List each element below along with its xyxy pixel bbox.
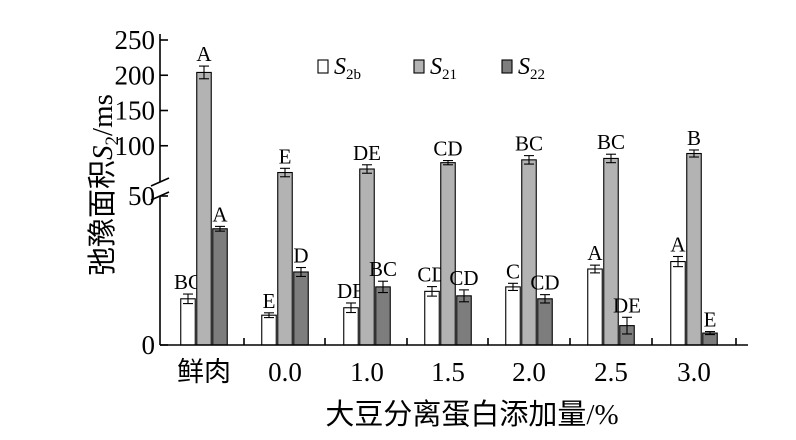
bar-s2b-2 [343, 307, 359, 346]
bar-s2b-0 [180, 298, 196, 346]
sig-label: BC [369, 257, 397, 281]
sig-label: BC [515, 132, 543, 156]
legend-label-s2b: S2b [334, 54, 361, 83]
bar-s21-6 [686, 152, 702, 346]
legend-label-s22: S22 [518, 54, 545, 83]
y-tick-label: 0 [142, 330, 156, 360]
sig-label: B [687, 126, 701, 150]
bar-s2b-5 [587, 268, 603, 346]
bar-s22-4 [537, 298, 553, 346]
x-tick-label: 1.5 [431, 357, 465, 387]
legend-swatch-s22 [501, 59, 513, 74]
y-tick-label: 100 [115, 131, 156, 161]
x-tick-label: 鲜肉 [177, 357, 231, 387]
legend-label-s21: S21 [430, 54, 457, 83]
bar-s21-3 [440, 162, 456, 346]
x-tick-label: 2.0 [512, 357, 546, 387]
bar-s2b-4 [505, 286, 521, 346]
sig-label: CD [530, 271, 559, 295]
y-tick-label: 200 [115, 60, 156, 90]
sig-label: BC [597, 130, 625, 154]
bar-s22-3 [456, 295, 472, 346]
bar-s2b-3 [424, 290, 440, 346]
bar-s21-0 [196, 71, 212, 346]
y-tick-label: 250 [115, 25, 156, 55]
y-axis-label: 弛豫面积S2/ms [86, 94, 123, 276]
sig-label: A [212, 202, 228, 226]
x-tick-label: 0.0 [268, 357, 302, 387]
x-tick-label: 1.0 [350, 357, 384, 387]
bar-s2b-6 [670, 261, 686, 346]
bar-s2b-1 [261, 314, 277, 346]
sig-label: A [587, 241, 603, 265]
sig-label: DE [613, 293, 641, 317]
sig-label: DE [353, 141, 381, 165]
sig-label: E [704, 308, 717, 332]
sig-label: C [506, 259, 520, 283]
axis-break-mark [150, 177, 170, 187]
y-tick-label: 50 [128, 181, 155, 211]
legend: S2b S21 S22 [317, 54, 545, 83]
x-tick-label: 3.0 [677, 357, 711, 387]
axes-layer: 50 100 150 200 250 0 鲜肉 0.0 1.0 1.5 2.0 2.5 3.0 [115, 25, 748, 387]
sig-label: E [279, 144, 292, 168]
bar-s21-1 [277, 171, 293, 346]
x-tick-label: 2.5 [594, 357, 628, 387]
sig-label: A [196, 42, 212, 66]
x-axis-label: 大豆分离蛋白添加量/% [325, 398, 618, 431]
bar-s22-0 [212, 228, 228, 346]
sig-label: D [293, 244, 308, 268]
sig-label: A [670, 232, 686, 256]
sig-label: CD [449, 266, 478, 290]
sig-label: E [263, 289, 276, 313]
bar-s21-4 [521, 159, 537, 346]
y-tick-label: 150 [115, 96, 156, 126]
bar-s22-2 [375, 286, 391, 346]
legend-swatch-s2b [317, 59, 329, 74]
bar-s22-1 [293, 271, 309, 346]
legend-swatch-s21 [413, 59, 425, 74]
sig-label: CD [433, 137, 462, 161]
